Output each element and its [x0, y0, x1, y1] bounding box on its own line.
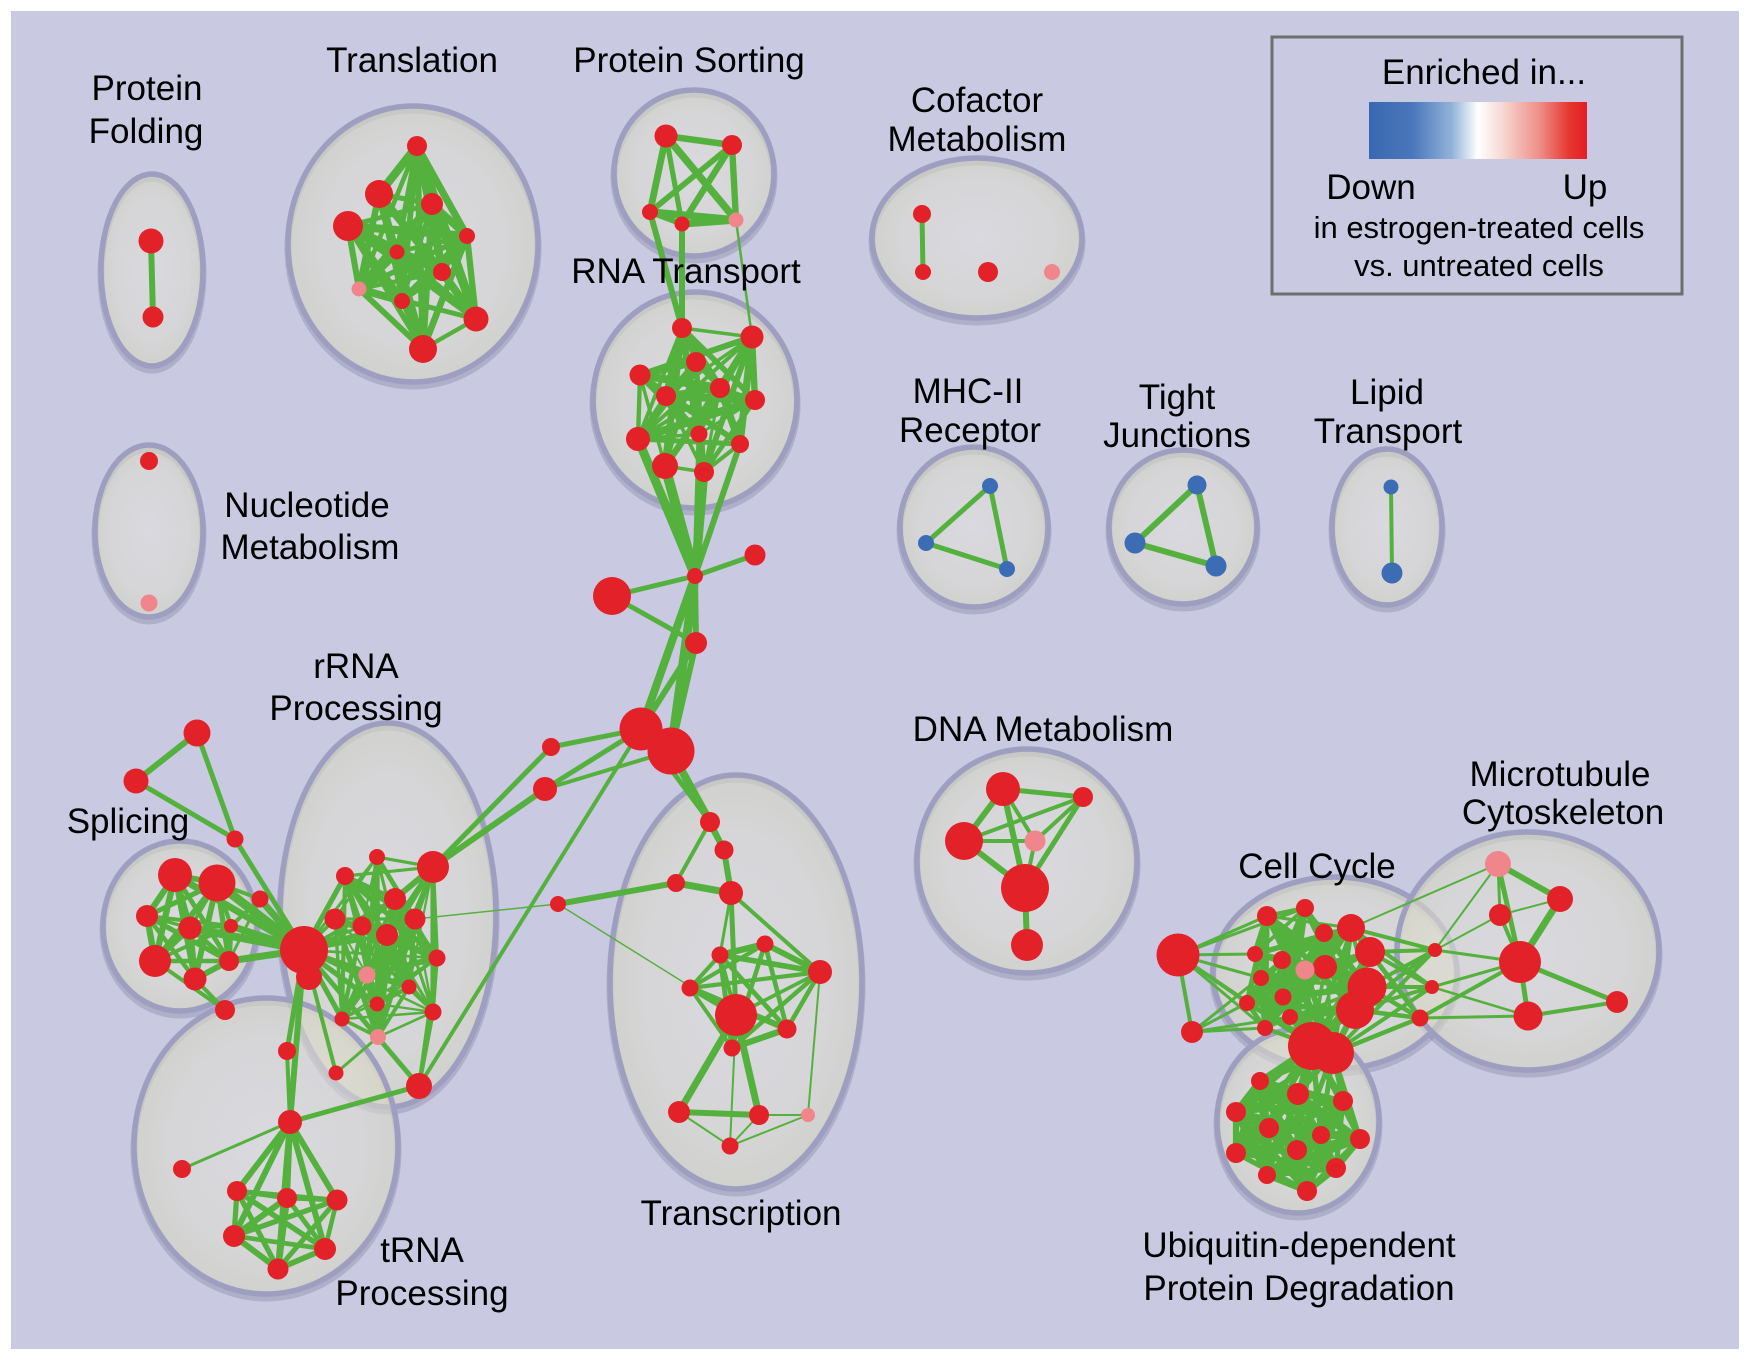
svg-text:Enriched in...: Enriched in... [1382, 53, 1586, 92]
svg-text:rRNA: rRNA [313, 647, 399, 686]
svg-text:Down: Down [1326, 168, 1415, 207]
svg-text:Metabolism: Metabolism [888, 120, 1067, 159]
svg-text:Splicing: Splicing [67, 802, 190, 841]
svg-text:Translation: Translation [326, 41, 498, 80]
svg-text:Receptor: Receptor [899, 411, 1041, 450]
svg-text:Transcription: Transcription [641, 1194, 842, 1233]
svg-text:Folding: Folding [89, 112, 204, 151]
svg-text:Ubiquitin-dependent: Ubiquitin-dependent [1142, 1226, 1456, 1265]
svg-text:tRNA: tRNA [380, 1231, 464, 1270]
svg-text:Up: Up [1563, 168, 1608, 207]
svg-text:Junctions: Junctions [1103, 416, 1251, 455]
svg-text:in estrogen-treated cells: in estrogen-treated cells [1314, 210, 1645, 245]
svg-text:DNA Metabolism: DNA Metabolism [913, 710, 1174, 749]
svg-text:Processing: Processing [269, 689, 442, 728]
svg-text:Microtubule: Microtubule [1470, 755, 1651, 794]
svg-text:Protein Degradation: Protein Degradation [1143, 1269, 1454, 1308]
svg-text:Transport: Transport [1314, 412, 1463, 451]
svg-text:RNA Transport: RNA Transport [571, 252, 801, 291]
svg-text:Processing: Processing [335, 1274, 508, 1313]
svg-text:Cytoskeleton: Cytoskeleton [1462, 793, 1664, 832]
svg-text:Tight: Tight [1139, 378, 1216, 417]
svg-text:Cofactor: Cofactor [911, 81, 1044, 120]
svg-text:MHC-II: MHC-II [913, 372, 1024, 411]
svg-text:Nucleotide: Nucleotide [224, 486, 389, 525]
svg-text:Lipid: Lipid [1350, 373, 1424, 412]
svg-text:Protein: Protein [92, 69, 203, 108]
svg-text:Protein Sorting: Protein Sorting [573, 41, 805, 80]
svg-text:Metabolism: Metabolism [221, 528, 400, 567]
svg-text:vs. untreated cells: vs. untreated cells [1354, 248, 1604, 283]
svg-text:Cell Cycle: Cell Cycle [1238, 847, 1396, 886]
